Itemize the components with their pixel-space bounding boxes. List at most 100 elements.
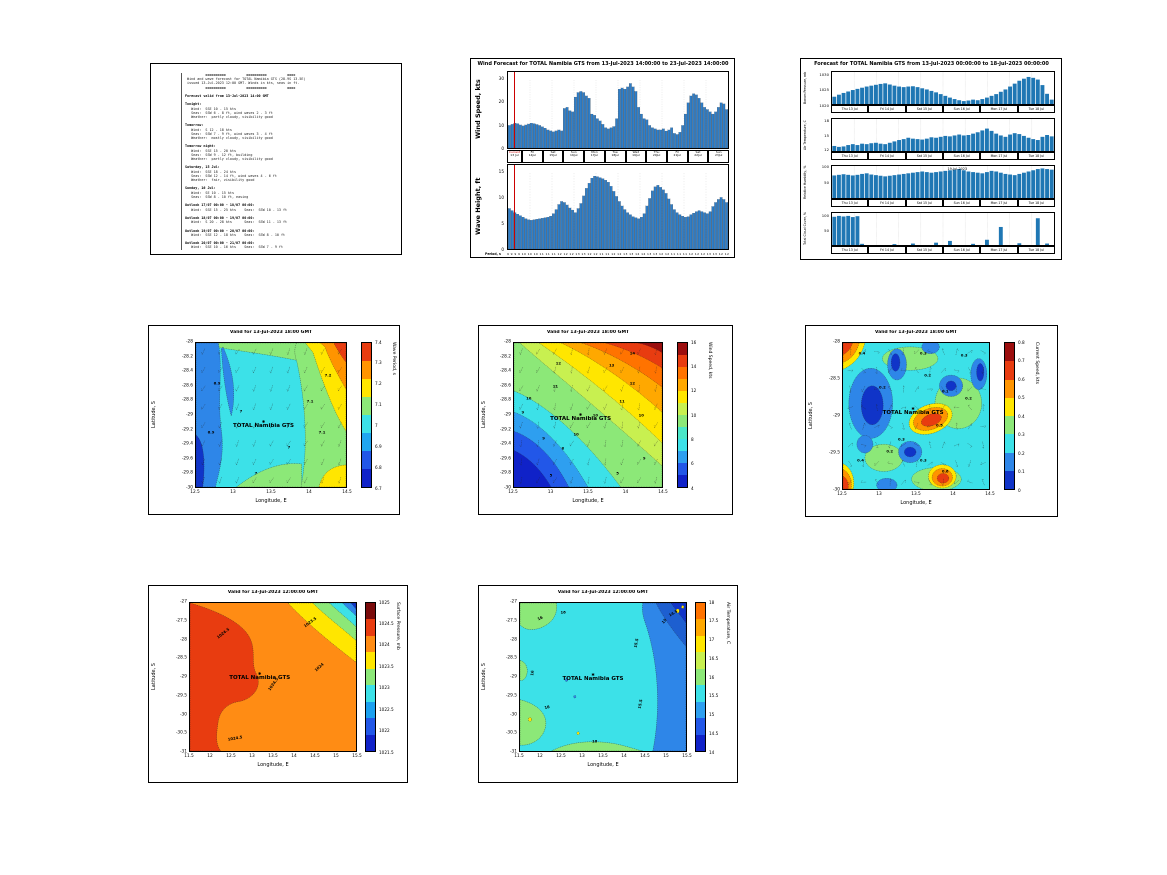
contour-label: 0.3 [919,457,927,463]
map-title: Valid for 13-Jul-2023 18:00 GMT [874,330,958,335]
subplot-y-tick: 100 [821,164,829,170]
colorbar-tick: 4 [691,485,694,491]
subplot-y-tick: 18 [824,117,829,123]
colorbar-segment [366,652,375,669]
longitude-tick: 12.5 [837,492,847,497]
longitude-tick: 15.5 [682,754,692,759]
subplot-y-tick: 100 [821,212,829,218]
x-axis-label: Longitude, E [255,498,287,504]
latitude-tick: -29.2 [499,427,511,433]
colorbar-segment [362,415,371,433]
colorbar-segment [696,635,705,653]
wave-y-tick: 0 [501,247,504,252]
day-box: Mon 17 Jul [980,105,1018,113]
x-axis-label: Longitude, E [900,500,932,506]
date-box: Sun 16Jul [563,150,585,163]
colorbar-segment [678,463,687,475]
period-values-row: 9 9 9 9 10 10 10 11 11 11 12 12 12 13 13… [507,252,729,256]
date-box: Fri 14Jul [522,150,543,163]
forecast-text: ========== ========== ==== Wind and wave… [181,73,393,250]
subplot-y-tick: 50 [824,180,829,186]
latitude-tick: -30 [503,485,511,491]
contour-label: 10 [526,395,532,401]
colorbar-segment [366,718,375,735]
colorbar-segment [362,469,371,487]
colorbar-segment [1005,397,1014,416]
longitude-tick: 13.5 [266,490,276,495]
contour-label: 0.5 [935,422,943,428]
contour-label: 15.5 [636,698,643,709]
met-forecast-panel: Forecast for TOTAL Namibia GTS from 13-J… [800,58,1062,260]
latitude-tick: -27 [179,599,187,605]
contour-label: 0.3 [960,352,968,358]
forecast-text-line: Outlook 17/07 00:00 - 18/07 00:00: [185,203,255,208]
contour-label: 11 [619,398,625,404]
latitude-tick: -28 [509,637,517,642]
date-box: Sun 23Jul [708,150,730,163]
latitude-tick: -28.8 [181,397,193,403]
latitude-tick: -29 [179,674,187,680]
contour-label: 6.9 [207,429,215,435]
forecast-text-panel: ========== ========== ==== Wind and wave… [150,63,402,255]
longitude-tick: 13.5 [268,754,278,759]
day-box: Sun 16 Jul [942,105,981,113]
latitude-tick: -27 [509,599,517,605]
latitude-tick: -28.2 [499,354,511,360]
colorbar-segment [678,343,687,355]
day-box: Thu 13 Jul [831,246,869,254]
longitude-tick: 12 [537,754,543,759]
contour-label: 12 [555,360,562,366]
contour-label: 0.2 [924,372,932,378]
forecast-text-line: Seas: SSW 6 - 8 ft, wind waves 2 - 3 ft [185,110,273,115]
forecast-text-line: Seas: SSW 8 - 10 ft, easing [185,194,249,199]
colorbar-tick: 0.3 [1018,432,1025,437]
latitude-tick: -27.5 [505,618,517,624]
contour-label: 12 [629,380,636,386]
longitude-tick: 13 [230,490,236,495]
subplot-y-tick: 15 [824,132,829,138]
contour-label: 10 [573,431,579,437]
colorbar-segment [696,652,705,669]
latitude-tick: -28.5 [828,376,840,382]
contour-label: 11 [552,383,559,389]
colorbar-tick: 1023.5 [379,663,394,669]
map-plot: ✱ TOTAL Namibia GTS 6.9 7 7.2 7.1 6.9 7 7.1 7 [195,342,347,488]
wave-y-tick: 5 [501,221,504,226]
colorbar-segment [696,718,705,735]
latitude-tick: -29.8 [181,470,193,476]
day-box: Mon 17 Jul [980,152,1018,160]
wind-y-axis-label: Wind Speed, kts [474,79,482,139]
contour-label: 0.2 [965,395,972,401]
forecast-text-line: Wind: SSE 10 - 15 kts [185,106,237,111]
forecast-subplot-chart: 19-Jul-2023 [831,165,1055,199]
forecast-text-line: Wind: SSE 10 - 16 kts Seas: SSW 7 - 9 ft [185,245,283,250]
contour-label: 14 [629,350,636,356]
longitude-tick: 14 [291,754,297,759]
latitude-tick: -28.6 [499,383,511,389]
colorbar-segment [366,734,375,751]
colorbar-segment [366,603,375,620]
date-box: Mon 17Jul [584,150,605,163]
colorbar-tick: 8 [691,436,694,442]
subplot-y-tick: 1025 [819,87,829,93]
latitude-tick: -28.4 [499,368,511,374]
contour-label: 9 [642,455,646,461]
subplot-day-axis: Thu 13 Jul Fri 14 Jul Sat 15 Jul Sun 16 Jul… [831,246,1055,254]
site-marker-pin: ✱ [261,419,266,425]
colorbar-segment [366,635,375,653]
forecast-text-line: Weather: fair, visibility good [185,178,255,183]
day-box: Sat 15 Jul [905,105,943,113]
day-box: Thu 13 Jul [831,199,869,207]
colorbar-segment [362,379,371,397]
latitude-tick: -30 [179,712,187,717]
colorbar-label: Wind Speed, kts [707,342,712,379]
latitude-tick: -28 [185,339,193,345]
wind-y-tick: 10 [498,122,504,128]
contour-label: 9 [521,409,525,415]
day-box: Mon 17 Jul [980,199,1018,207]
colorbar-segment [696,668,705,686]
contour-label: 0.3 [919,350,927,356]
site-marker-pin: ✱ [911,405,915,411]
colorbar-tick: 10 [691,412,697,418]
latitude-tick: -28.5 [175,655,187,661]
